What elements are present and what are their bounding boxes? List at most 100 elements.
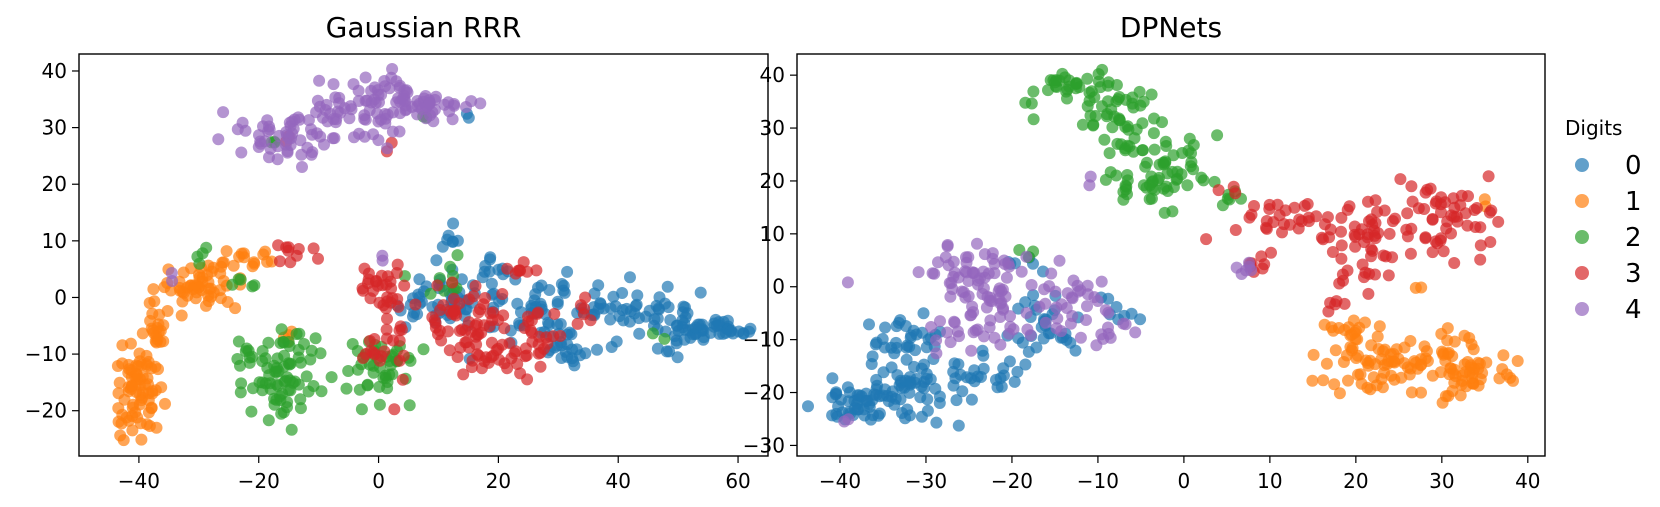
data-point	[324, 107, 337, 120]
data-point	[689, 321, 702, 334]
x-tick-label: −40	[118, 469, 160, 493]
data-point	[1484, 236, 1497, 248]
data-point	[367, 128, 380, 141]
x-tick-label: 0	[1178, 469, 1191, 493]
legend-label: 0	[1625, 151, 1642, 181]
data-point	[604, 313, 617, 326]
data-point	[1099, 304, 1112, 317]
data-point	[1002, 257, 1015, 270]
data-point	[273, 255, 286, 268]
data-point	[1335, 239, 1348, 252]
data-point	[1070, 77, 1083, 90]
data-point	[1091, 295, 1104, 307]
data-point	[960, 266, 973, 279]
data-point	[1166, 205, 1179, 218]
data-point	[1117, 185, 1130, 198]
data-point	[381, 108, 394, 121]
y-tick-label: 20	[42, 172, 67, 196]
series-2	[1013, 63, 1247, 264]
data-point	[444, 260, 457, 273]
data-point	[1065, 291, 1078, 304]
data-point	[1061, 92, 1073, 105]
data-point	[971, 323, 984, 336]
data-point	[275, 407, 288, 420]
data-point	[459, 336, 472, 349]
data-point	[294, 393, 307, 406]
data-point	[245, 405, 258, 418]
data-point	[677, 300, 690, 313]
data-point	[212, 133, 225, 146]
data-point	[868, 388, 881, 401]
data-point	[997, 369, 1010, 382]
data-point	[253, 376, 266, 389]
data-point	[551, 298, 564, 311]
data-point	[1080, 314, 1092, 326]
data-point	[992, 285, 1005, 298]
data-point	[126, 401, 139, 414]
data-point	[1511, 355, 1524, 367]
data-point	[1148, 143, 1161, 156]
data-point	[1325, 321, 1338, 334]
data-point	[651, 312, 664, 325]
data-point	[565, 328, 578, 341]
x-tick-label: 40	[605, 469, 630, 493]
data-point	[301, 141, 314, 154]
data-point	[1265, 246, 1277, 259]
series-0	[802, 251, 1147, 432]
legend: Digits 0 1 2 3 4	[1565, 116, 1642, 325]
data-point	[1437, 245, 1450, 258]
data-point	[463, 293, 476, 306]
data-point	[396, 373, 409, 386]
data-point	[247, 256, 260, 269]
data-point	[1400, 223, 1413, 236]
data-point	[1388, 373, 1401, 386]
data-point	[1356, 258, 1369, 271]
series-1	[111, 245, 298, 447]
x-tick-label: −20	[238, 469, 280, 493]
data-point	[744, 322, 757, 335]
data-point	[950, 394, 963, 407]
data-point	[256, 355, 269, 368]
data-point	[235, 146, 248, 159]
data-point	[342, 365, 355, 377]
data-point	[1335, 225, 1347, 238]
data-point	[1248, 200, 1260, 212]
series-4	[838, 170, 1258, 428]
data-point	[471, 328, 484, 341]
data-point	[977, 265, 990, 278]
data-point	[1176, 147, 1189, 159]
data-point	[1104, 166, 1117, 179]
data-point	[227, 259, 240, 272]
scatter-points	[111, 63, 757, 447]
data-point	[522, 315, 535, 328]
data-point	[909, 344, 922, 357]
data-point	[616, 304, 629, 316]
series-2	[191, 110, 671, 436]
data-point	[1020, 250, 1033, 263]
data-point	[1341, 203, 1354, 216]
data-point	[501, 362, 514, 375]
data-point	[1405, 386, 1418, 399]
data-point	[1379, 250, 1392, 263]
data-point	[1015, 265, 1028, 278]
data-point	[1263, 198, 1276, 211]
data-point	[304, 353, 317, 366]
data-point	[232, 335, 245, 348]
data-point	[398, 279, 411, 292]
data-point	[663, 345, 676, 358]
data-point	[378, 345, 391, 358]
data-point	[555, 339, 568, 352]
data-point	[1071, 279, 1084, 292]
data-point	[451, 249, 464, 262]
data-point	[1363, 215, 1375, 228]
data-point	[1033, 300, 1046, 313]
data-point	[486, 314, 499, 327]
data-point	[243, 351, 256, 364]
data-point	[451, 351, 464, 363]
data-point	[1085, 85, 1098, 98]
data-point	[542, 316, 555, 329]
data-point	[1243, 211, 1256, 224]
data-point	[353, 127, 365, 140]
data-point	[284, 256, 297, 269]
